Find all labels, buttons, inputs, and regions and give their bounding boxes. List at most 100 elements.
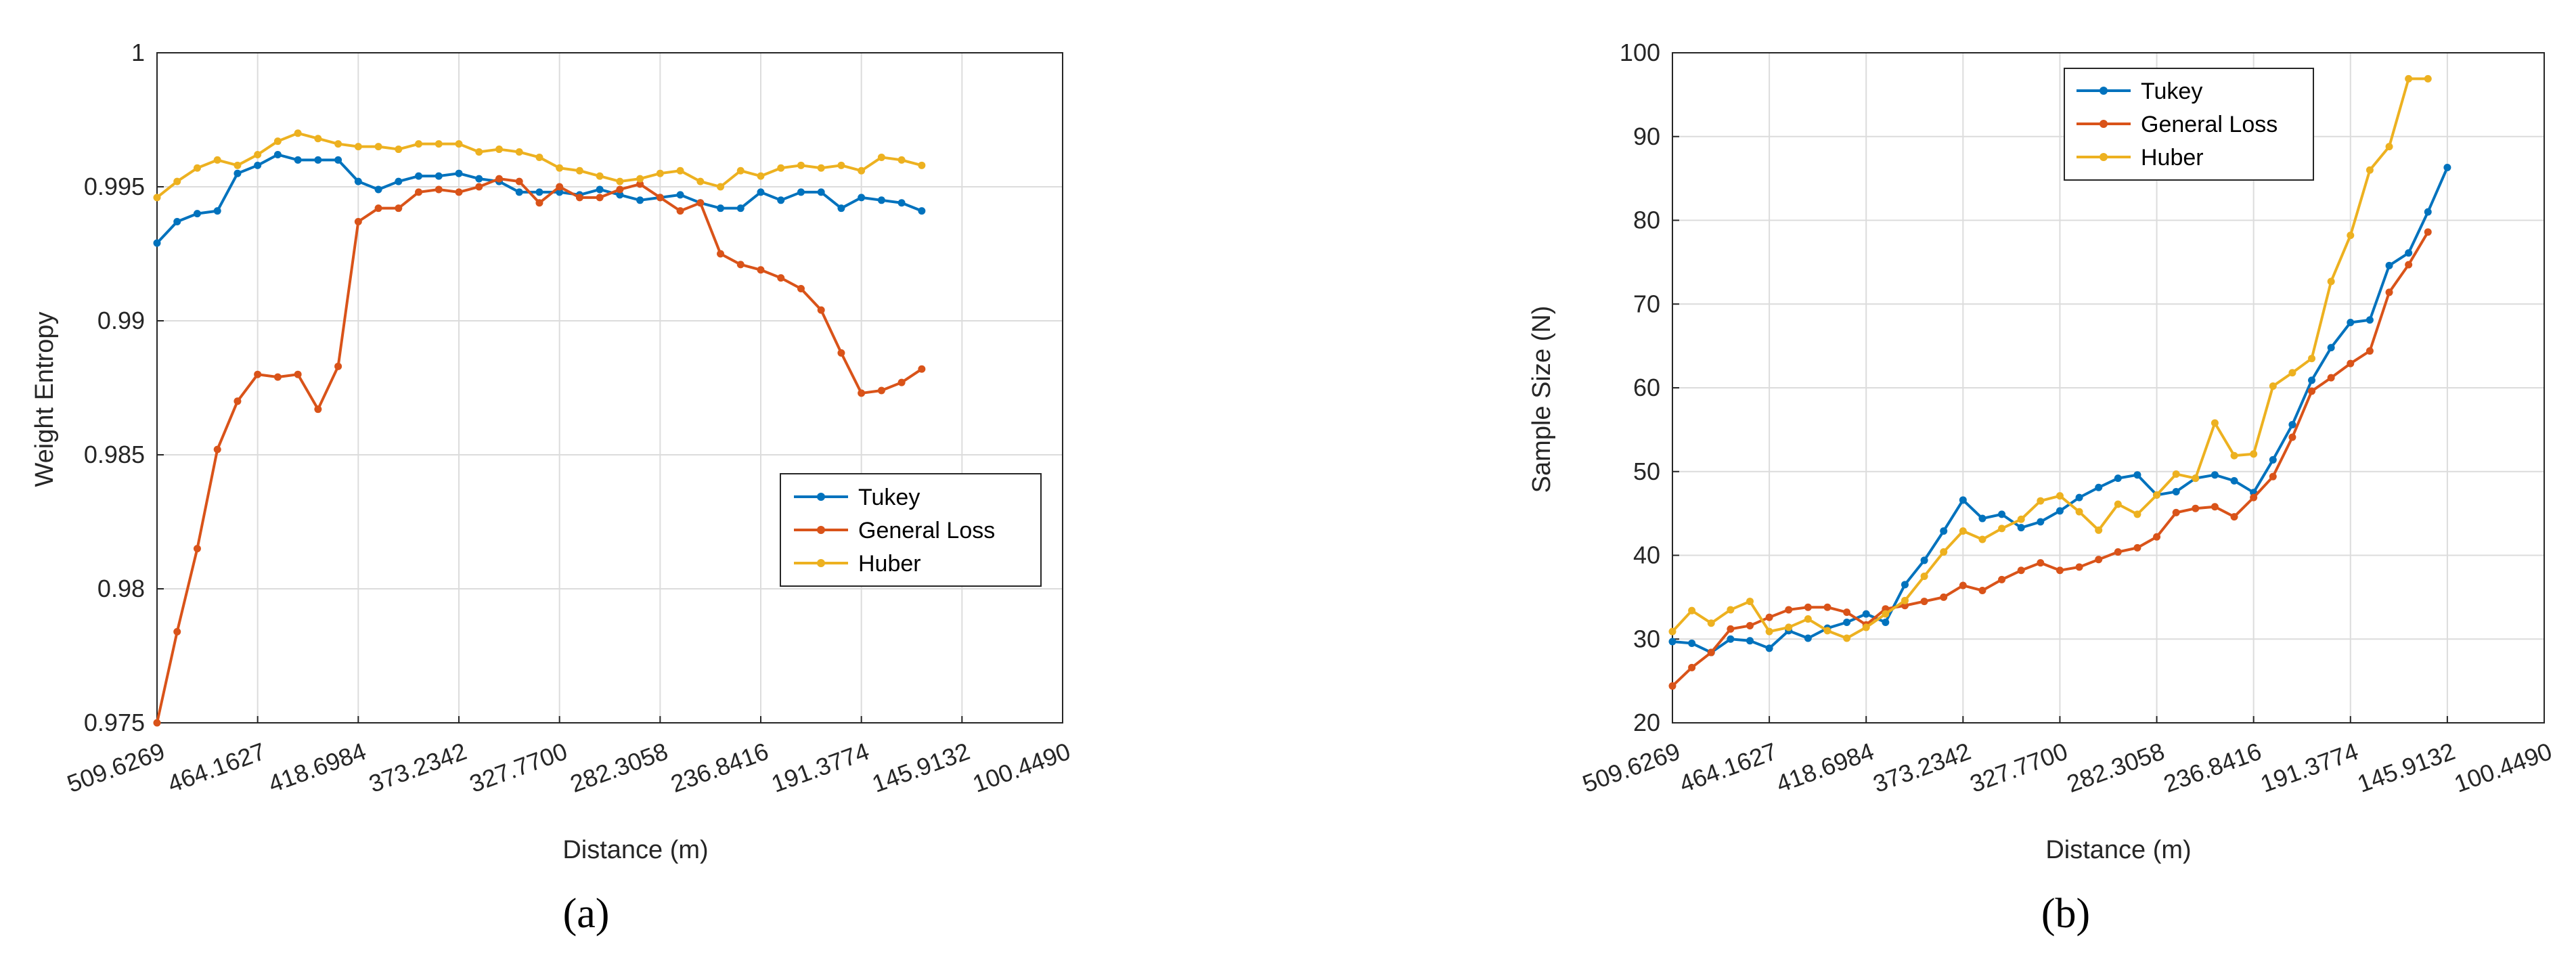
plot-area-background [157, 53, 1063, 723]
data-point [2250, 450, 2258, 458]
y-tick-label: 0.985 [84, 441, 145, 468]
data-point [757, 188, 765, 196]
data-point [1765, 627, 1773, 636]
data-point [2327, 277, 2335, 286]
data-point [495, 175, 503, 183]
data-point [556, 188, 564, 196]
data-point [877, 196, 885, 204]
data-point [2405, 74, 2413, 83]
data-point [2424, 228, 2432, 236]
data-point [395, 146, 403, 154]
data-point [1998, 525, 2006, 533]
data-point [2230, 451, 2238, 460]
y-tick-label: 0.99 [97, 307, 145, 334]
series-line-huber [1671, 77, 2428, 640]
data-point [2288, 420, 2296, 428]
data-point [354, 177, 362, 185]
x-tick-label: 327.7700 [466, 737, 571, 798]
series-huber [153, 129, 926, 202]
data-point [334, 140, 342, 148]
data-point [193, 210, 201, 218]
data-point [2172, 487, 2180, 495]
data-point [1804, 615, 1812, 623]
data-point [1843, 619, 1851, 626]
y-tick-label: 70 [1633, 290, 1660, 317]
data-point [1940, 548, 1948, 556]
data-point [2114, 500, 2122, 508]
x-tick-label: 509.6269 [64, 737, 169, 798]
data-point [1959, 581, 1967, 589]
legend-marker-tukey [2100, 87, 2108, 95]
data-point [616, 191, 624, 199]
data-point [797, 284, 805, 292]
y-tick-label: 20 [1633, 709, 1660, 736]
data-point [153, 194, 161, 202]
y-tick-label: 80 [1633, 206, 1660, 234]
y-tick-label: 100 [1620, 39, 1660, 66]
data-point [1901, 581, 1909, 589]
data-point [294, 129, 302, 137]
y-tick-label: 50 [1633, 458, 1660, 485]
data-point [1746, 598, 1754, 606]
legend: Tukey General Loss Huber [2064, 68, 2314, 181]
data-point [2017, 515, 2025, 523]
data-point [676, 166, 684, 175]
data-point [153, 239, 161, 247]
data-point [596, 194, 604, 202]
legend: Tukey General Loss Huber [780, 473, 1042, 587]
data-point [2288, 433, 2296, 441]
data-point [1940, 593, 1948, 601]
data-point [273, 150, 282, 158]
data-point [2250, 493, 2258, 502]
data-point [2211, 503, 2219, 511]
data-point [273, 137, 282, 146]
data-point [1688, 606, 1696, 615]
x-tick-label: 464.1627 [1676, 737, 1781, 798]
data-point [354, 143, 362, 151]
data-point [1765, 613, 1773, 621]
data-point [2075, 563, 2083, 571]
data-point [314, 156, 322, 164]
data-point [1998, 510, 2006, 518]
data-point [897, 156, 906, 164]
data-point [173, 217, 181, 225]
data-point [535, 188, 543, 196]
x-tick-label: 236.8416 [2160, 737, 2265, 798]
data-point [616, 185, 624, 194]
data-point [2037, 518, 2045, 526]
data-point [2017, 566, 2025, 575]
data-point [1707, 619, 1715, 627]
data-point [2095, 483, 2103, 491]
data-point [2192, 474, 2200, 483]
data-point [173, 627, 181, 636]
data-point [2269, 455, 2277, 464]
data-point [1785, 623, 1793, 631]
data-point [535, 199, 543, 207]
data-point [596, 172, 604, 180]
data-point [2056, 566, 2064, 575]
data-point [837, 204, 845, 213]
data-point [2075, 508, 2083, 516]
data-point [877, 386, 885, 395]
data-point [817, 306, 825, 314]
x-tick-label: 418.6984 [1773, 737, 1878, 798]
data-point [616, 177, 624, 185]
data-point [415, 188, 423, 196]
data-point [2366, 347, 2374, 355]
data-point [897, 199, 906, 207]
data-point [2192, 504, 2200, 512]
data-point [2172, 470, 2180, 478]
data-point [314, 135, 322, 143]
data-point [2153, 491, 2161, 499]
data-point [2269, 472, 2277, 481]
legend-marker-tukey [817, 493, 825, 501]
x-tick-label: 236.8416 [667, 737, 772, 798]
data-point [254, 150, 262, 158]
data-point [858, 194, 866, 202]
legend-label-general-loss: General Loss [2141, 112, 2278, 137]
data-point [2424, 74, 2432, 83]
data-point [556, 183, 564, 191]
data-point [1843, 608, 1851, 617]
data-point [2133, 471, 2141, 479]
panel-label: (a) [563, 891, 610, 937]
